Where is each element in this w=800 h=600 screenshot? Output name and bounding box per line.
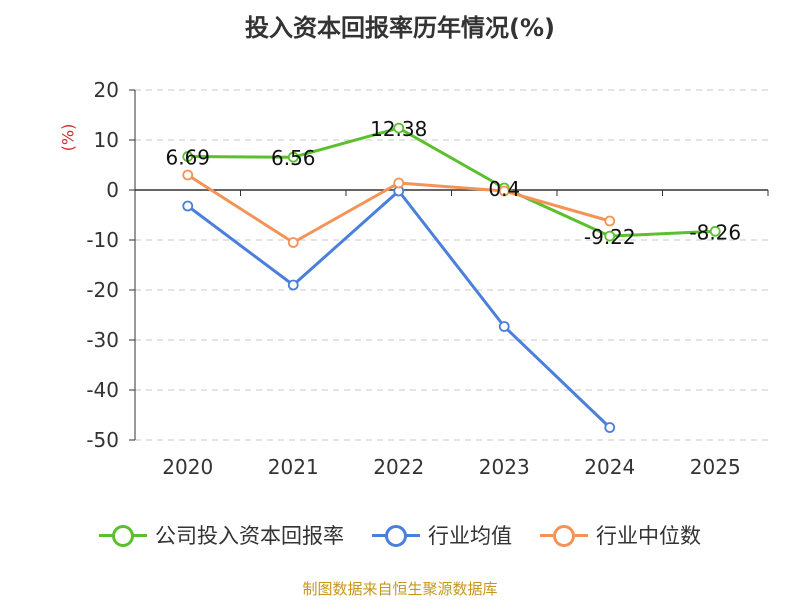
x-tick-label-2021: 2021 — [268, 455, 319, 479]
series-0-point-2020 — [182, 151, 194, 162]
legend-item-industry-median[interactable]: 行业中位数 — [540, 520, 701, 550]
data-source-note: 制图数据来自恒生聚源数据库 — [302, 580, 498, 598]
data-label-2024: -9.22 — [584, 225, 636, 249]
legend-marker-industry-mean — [372, 524, 420, 547]
series-2-point-2020 — [182, 169, 194, 181]
y-tick-label-4: -20 — [86, 278, 119, 302]
legend-label-company: 公司投入资本回报率 — [155, 524, 344, 548]
x-tick-label-2022: 2022 — [373, 455, 424, 479]
y-tick-label-2: 0 — [106, 178, 119, 202]
y-tick-label-0: 20 — [94, 78, 119, 102]
series-2-point-2024 — [604, 215, 616, 227]
series-line-1 — [186, 189, 611, 429]
series-1-point-2024 — [604, 422, 616, 433]
y-tick-label-3: -10 — [86, 228, 119, 252]
legend-item-company[interactable]: 公司投入资本回报率 — [99, 520, 344, 550]
legend-label-industry-median: 行业中位数 — [596, 524, 701, 548]
series-0-point-2025 — [709, 225, 721, 237]
series-2-point-2021 — [287, 237, 299, 248]
series-2-point-2022 — [393, 177, 405, 189]
chart-title: 投入资本回报率历年情况(%) — [245, 14, 555, 42]
series-0-point-2024 — [604, 230, 616, 242]
y-tick-label-1: 10 — [94, 128, 119, 152]
x-tick-label-2023: 2023 — [479, 455, 530, 479]
y-tick-label-7: -50 — [86, 428, 119, 452]
data-label-2022: 12.38 — [370, 117, 427, 141]
legend-label-industry-mean: 行业均值 — [428, 524, 512, 548]
data-label-2021: 6.56 — [271, 146, 316, 170]
y-tick-label-5: -30 — [86, 328, 119, 352]
series-0-point-2021 — [287, 151, 299, 163]
legend-item-industry-mean[interactable]: 行业均值 — [372, 520, 512, 550]
x-tick-label-2025: 2025 — [690, 455, 741, 479]
legend-marker-industry-median — [540, 524, 588, 547]
series-0-point-2022 — [393, 122, 405, 134]
x-tick-label-2020: 2020 — [162, 455, 213, 479]
series-1-point-2021 — [287, 279, 299, 291]
series-line-0 — [187, 126, 716, 238]
y-tick-label-6: -40 — [86, 378, 119, 402]
x-tick-label-2024: 2024 — [584, 455, 635, 479]
data-label-2025: -8.26 — [689, 220, 741, 244]
series-2-point-2023 — [498, 185, 510, 197]
legend: 公司投入资本回报率 行业均值 行业中位数 — [0, 520, 800, 550]
data-label-2020: 6.69 — [165, 146, 210, 170]
data-label-2023: 0.4 — [488, 177, 520, 201]
series-1-point-2020 — [182, 200, 194, 212]
legend-marker-company — [99, 524, 147, 547]
series-1-point-2023 — [498, 321, 510, 332]
